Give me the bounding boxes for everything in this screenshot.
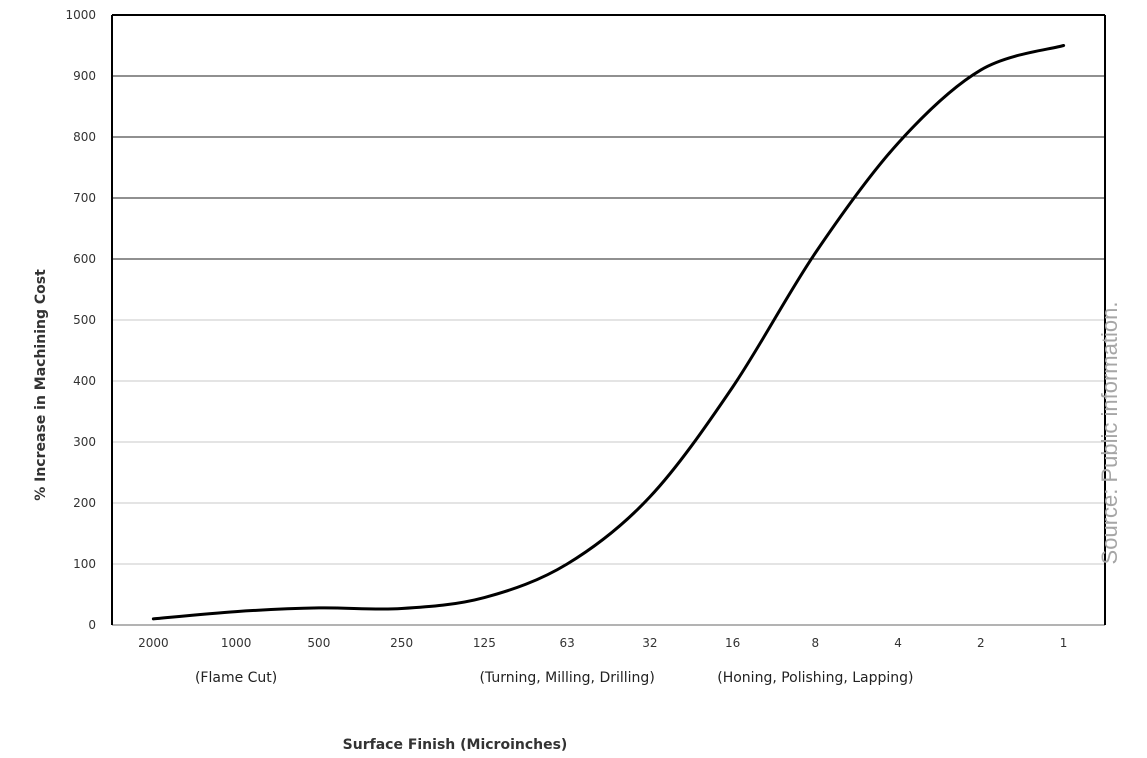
x-tick-label: 2	[977, 636, 985, 650]
gridlines	[112, 75, 1105, 626]
y-tick-label: 300	[73, 435, 96, 449]
y-tick-label: 500	[73, 313, 96, 327]
process-group-label: (Turning, Milling, Drilling)	[479, 670, 654, 686]
x-tick-label: 8	[812, 636, 820, 650]
x-tick-label: 63	[559, 636, 574, 650]
x-tick-label: 16	[725, 636, 740, 650]
y-tick-label: 0	[88, 618, 96, 632]
x-axis-ticks: 2000 1000 500 250 125 63 32 16 8 4 2 1	[138, 636, 1067, 650]
y-tick-label: 200	[73, 496, 96, 510]
process-group-label: (Flame Cut)	[195, 670, 277, 686]
y-tick-label: 100	[73, 557, 96, 571]
source-note: Source: Public information.	[1097, 302, 1122, 565]
x-tick-label: 500	[307, 636, 330, 650]
x-tick-label: 250	[390, 636, 413, 650]
y-tick-label: 600	[73, 252, 96, 266]
x-tick-label: 1	[1060, 636, 1068, 650]
x-tick-label: 2000	[138, 636, 169, 650]
y-axis-title: % Increase in Machining Cost	[33, 269, 49, 501]
series-line-0	[151, 44, 1066, 621]
y-tick-label: 800	[73, 130, 96, 144]
plot-frame	[111, 14, 1106, 625]
y-tick-label: 1000	[65, 8, 96, 22]
x-tick-label: 125	[473, 636, 496, 650]
y-axis-ticks: 0 100 200 300 400 500 600 700 800 900 1000	[65, 8, 96, 632]
process-group-label: (Honing, Polishing, Lapping)	[717, 670, 913, 686]
x-axis-title: Surface Finish (Microinches)	[343, 737, 568, 753]
y-tick-label: 400	[73, 374, 96, 388]
process-group-labels: (Flame Cut) (Turning, Milling, Drilling) (…	[195, 670, 914, 686]
y-tick-label: 900	[73, 69, 96, 83]
data-series	[151, 44, 1066, 621]
x-tick-label: 4	[894, 636, 902, 650]
y-tick-label: 700	[73, 191, 96, 205]
x-tick-label: 32	[642, 636, 657, 650]
x-tick-label: 1000	[221, 636, 252, 650]
